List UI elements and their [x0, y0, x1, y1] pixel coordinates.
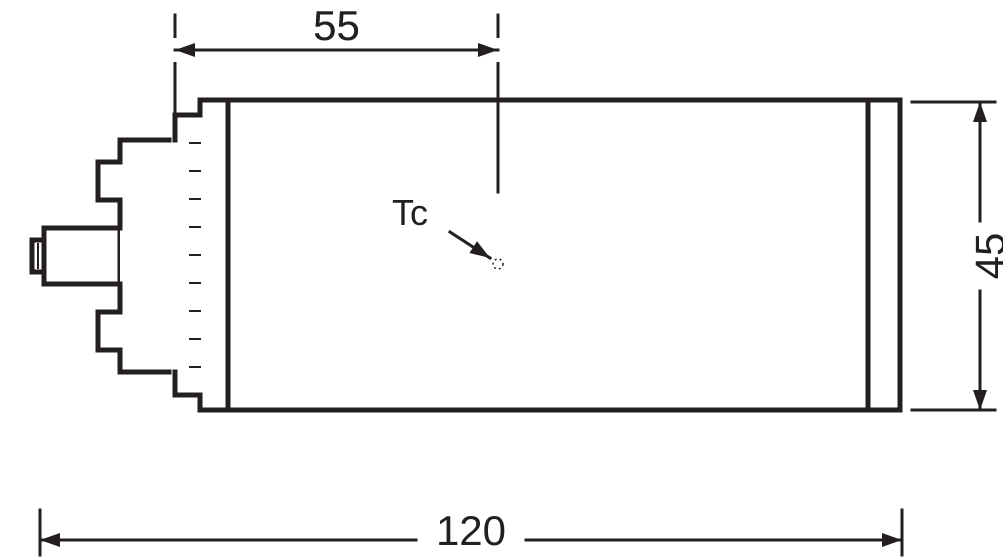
- tc-label: Tc: [392, 192, 428, 233]
- dim-top: 55: [313, 2, 360, 49]
- dim-right: 45: [967, 233, 1003, 280]
- dim-bottom: 120: [436, 507, 506, 554]
